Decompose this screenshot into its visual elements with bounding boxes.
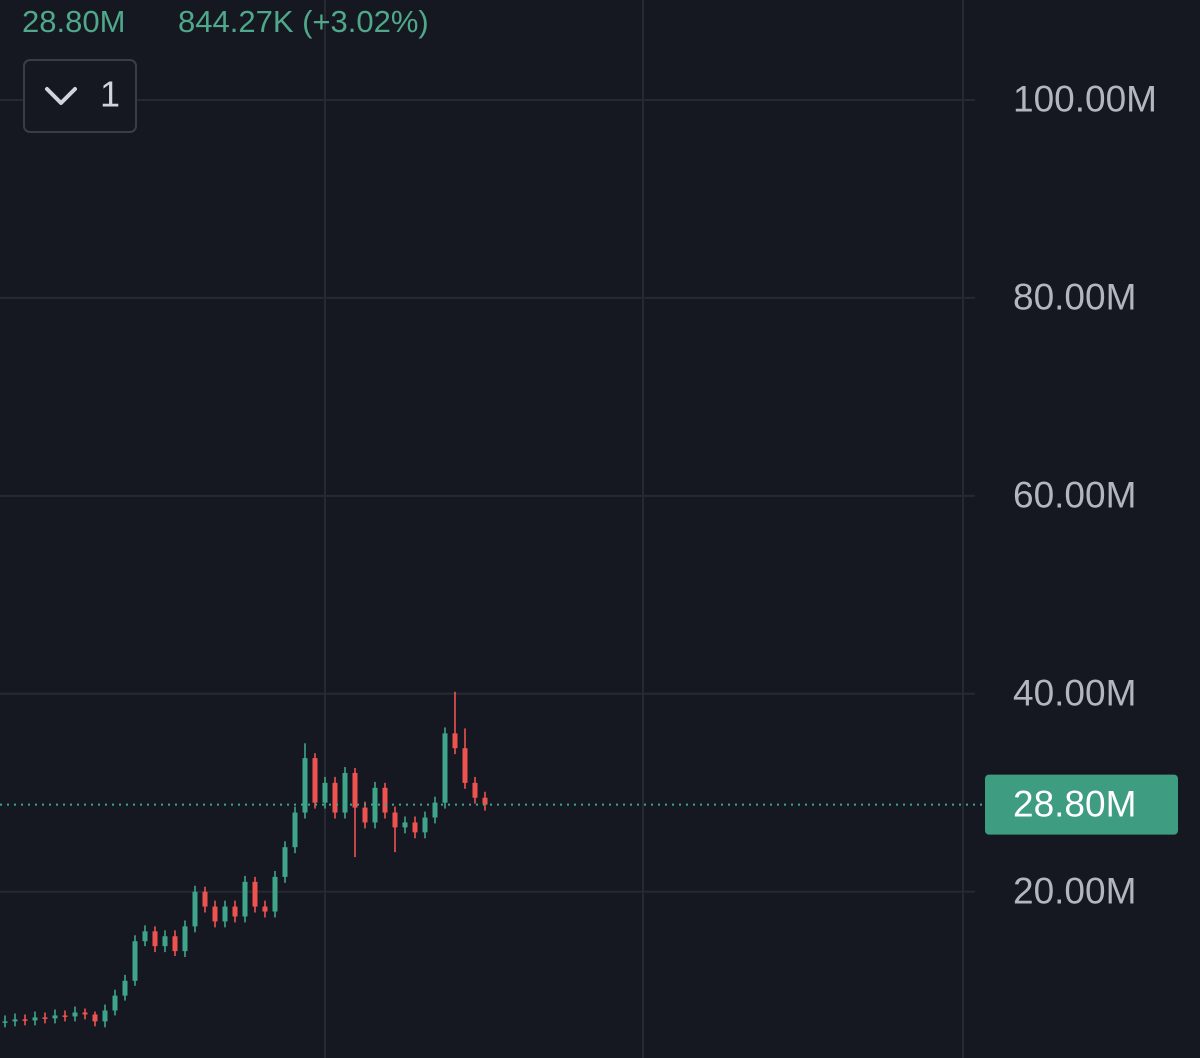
candle-body	[252, 881, 258, 907]
candle-body	[472, 782, 478, 798]
y-tick-label: 40.00M	[1013, 673, 1136, 714]
candle-body	[162, 936, 168, 947]
candle-body	[312, 758, 318, 803]
candle-body	[22, 1019, 28, 1021]
candle-body	[452, 733, 458, 749]
candle-body	[32, 1017, 38, 1021]
candle-body	[202, 891, 208, 907]
candle-body	[422, 817, 428, 833]
y-tick-label: 60.00M	[1013, 475, 1136, 516]
header-change: 844.27K (+3.02%)	[178, 4, 429, 39]
plot-area	[0, 98, 975, 1028]
candle-body	[92, 1014, 98, 1022]
candle-body	[412, 822, 418, 833]
candle-body	[82, 1012, 88, 1015]
candle-body	[242, 881, 248, 917]
candle-body	[302, 758, 308, 813]
y-tick-label: 100.00M	[1013, 79, 1157, 120]
candle-body	[122, 980, 128, 996]
candle-body	[342, 772, 348, 813]
candle-body	[262, 906, 268, 912]
candle-body	[102, 1010, 108, 1022]
candle-body	[432, 802, 438, 818]
candle-body	[402, 822, 408, 828]
candle-body	[182, 926, 188, 952]
candle-body	[12, 1019, 18, 1022]
last-price-label: 28.80M	[1013, 783, 1136, 824]
candle-body	[292, 812, 298, 848]
candle-body	[482, 797, 488, 805]
candle-body	[2, 1021, 8, 1023]
candle-body	[52, 1015, 58, 1019]
candle-body	[322, 782, 328, 803]
candle-body	[352, 772, 358, 808]
candle-body	[272, 876, 278, 912]
candle-body	[462, 748, 468, 783]
dropdown-value: 1	[100, 74, 120, 115]
candle-body	[282, 847, 288, 877]
candle-body	[152, 931, 158, 947]
candle-body	[382, 787, 388, 813]
candle-body	[212, 906, 218, 922]
chevron-icon	[45, 87, 77, 105]
candle-body	[222, 906, 228, 922]
candle-body	[172, 936, 178, 952]
candle-body	[112, 995, 118, 1011]
candle-body	[442, 733, 448, 803]
last-price-badge	[985, 774, 1178, 835]
header-price: 28.80M	[22, 4, 125, 39]
candle-body	[372, 787, 378, 823]
y-tick-label: 20.00M	[1013, 871, 1136, 912]
y-tick-label: 80.00M	[1013, 277, 1136, 318]
candle-body	[232, 906, 238, 917]
candle-body	[192, 891, 198, 927]
candle-body	[62, 1015, 68, 1017]
candle-body	[72, 1012, 78, 1017]
interval-dropdown[interactable]: 1	[23, 59, 137, 133]
dropdown-box[interactable]	[23, 59, 137, 133]
candle-body	[42, 1017, 48, 1019]
candle-body	[142, 931, 148, 942]
candle-body	[362, 807, 368, 823]
candle-body	[392, 812, 398, 828]
candle-body	[332, 782, 338, 813]
candle-body	[132, 941, 138, 981]
